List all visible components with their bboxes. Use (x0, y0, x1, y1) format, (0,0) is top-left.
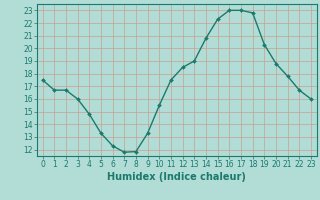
X-axis label: Humidex (Indice chaleur): Humidex (Indice chaleur) (108, 172, 246, 182)
